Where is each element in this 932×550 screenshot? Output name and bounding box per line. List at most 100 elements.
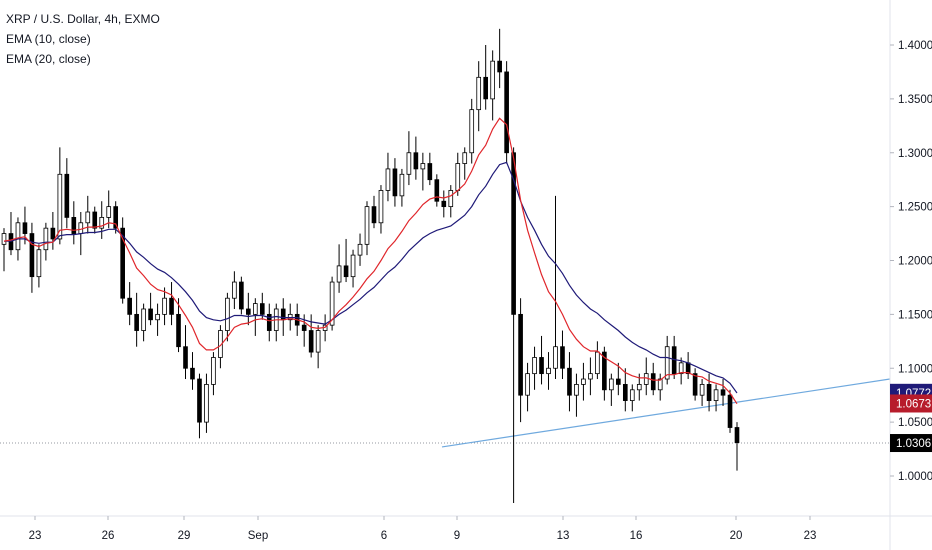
candle-up <box>636 384 642 391</box>
candle-up <box>252 303 258 315</box>
price-tag-ema10 <box>890 394 932 413</box>
candle-down <box>50 227 56 240</box>
candle-up <box>211 357 216 385</box>
y-tick-label: 1.2500 <box>898 202 932 214</box>
candle-up <box>399 173 405 197</box>
candle-up <box>364 206 370 245</box>
y-tick-label: 1.0000 <box>898 471 932 483</box>
x-tick-label: Sep <box>248 530 268 542</box>
x-tick-label: 29 <box>178 530 191 542</box>
candle-down <box>246 308 251 315</box>
x-tick-label: 9 <box>454 530 460 542</box>
price-tag-label: 1.0673 <box>896 398 931 410</box>
candle-down <box>518 313 523 396</box>
candle-up <box>448 190 454 208</box>
y-tick-label: 1.1500 <box>898 309 932 321</box>
candles <box>1 28 740 503</box>
candle-up <box>678 362 684 375</box>
ema20-legend[interactable]: EMA (20, close) <box>6 52 91 66</box>
candle-down <box>134 313 139 331</box>
candle-up <box>36 249 42 278</box>
candle-up <box>43 227 49 251</box>
ema10-line <box>3 117 738 405</box>
candle-up <box>106 206 112 218</box>
x-tick-label: 13 <box>557 530 570 542</box>
candle-down <box>127 297 132 315</box>
candle-down <box>427 163 433 181</box>
candle-down <box>434 179 440 202</box>
candle-up <box>155 313 160 321</box>
candle-down <box>539 357 544 375</box>
candle-up <box>315 330 321 353</box>
price-tag-last <box>890 434 932 453</box>
candle-up <box>378 190 384 224</box>
candle-up <box>204 384 209 423</box>
candle-down <box>266 313 272 331</box>
candle-up <box>329 281 335 326</box>
candle-up <box>455 163 461 191</box>
candle-up <box>141 308 146 331</box>
candle-down <box>602 351 607 391</box>
candle-up <box>546 367 551 375</box>
candle-up <box>588 373 593 380</box>
candle-up <box>336 265 342 283</box>
candle-down <box>148 308 153 321</box>
candle-up <box>532 357 537 375</box>
candle-up <box>357 243 363 256</box>
candle-up <box>609 378 614 391</box>
candle-down <box>22 222 28 234</box>
candle-down <box>301 324 307 331</box>
candle-up <box>1 233 7 245</box>
candle-down <box>441 200 447 208</box>
x-tick-label: 23 <box>804 530 817 542</box>
candle-down <box>413 152 419 170</box>
candle-up <box>225 297 230 331</box>
candle-up <box>699 384 705 396</box>
ema-lines <box>3 117 738 405</box>
symbol-title[interactable]: XRP / U.S. Dollar, 4h, EXMO <box>6 12 160 26</box>
trendline[interactable] <box>441 378 891 448</box>
y-tick-label: 1.2000 <box>898 256 932 268</box>
candle-down <box>371 206 377 224</box>
candle-up <box>420 163 426 170</box>
x-tick-label: 16 <box>630 530 643 542</box>
candle-down <box>567 367 572 396</box>
candle-up <box>553 346 558 369</box>
candle-up <box>629 389 635 401</box>
ascending-trendline <box>441 378 891 448</box>
y-tick-label: 1.0500 <box>898 417 932 429</box>
y-tick-label: 1.3500 <box>898 94 932 106</box>
candle-up <box>350 254 356 278</box>
candle-up <box>657 378 663 391</box>
candle-down <box>71 216 77 234</box>
x-tick-label: 20 <box>730 530 743 542</box>
ema10-legend[interactable]: EMA (10, close) <box>6 32 91 46</box>
ema20-line <box>4 161 738 394</box>
candle-down <box>343 265 349 278</box>
candle-up <box>713 389 719 401</box>
candle-up <box>525 373 530 396</box>
candle-up <box>462 152 468 164</box>
x-tick-label: 6 <box>381 530 387 542</box>
candle-down <box>183 346 188 369</box>
candle-up <box>15 222 21 251</box>
x-tick-label: 23 <box>29 530 42 542</box>
candle-down <box>239 281 244 310</box>
y-tick-label: 1.4000 <box>898 40 932 52</box>
candle-up <box>469 109 475 154</box>
candle-down <box>622 384 628 401</box>
candle-down <box>29 233 35 278</box>
candle-down <box>720 389 726 396</box>
candle-up <box>490 60 495 100</box>
candle-up <box>85 211 91 224</box>
candle-up <box>581 378 586 385</box>
candle-down <box>560 346 565 369</box>
candle-down <box>169 297 174 315</box>
candle-down <box>483 76 489 100</box>
candle-down <box>64 173 70 218</box>
candle-up <box>574 384 579 396</box>
candle-down <box>392 168 398 197</box>
